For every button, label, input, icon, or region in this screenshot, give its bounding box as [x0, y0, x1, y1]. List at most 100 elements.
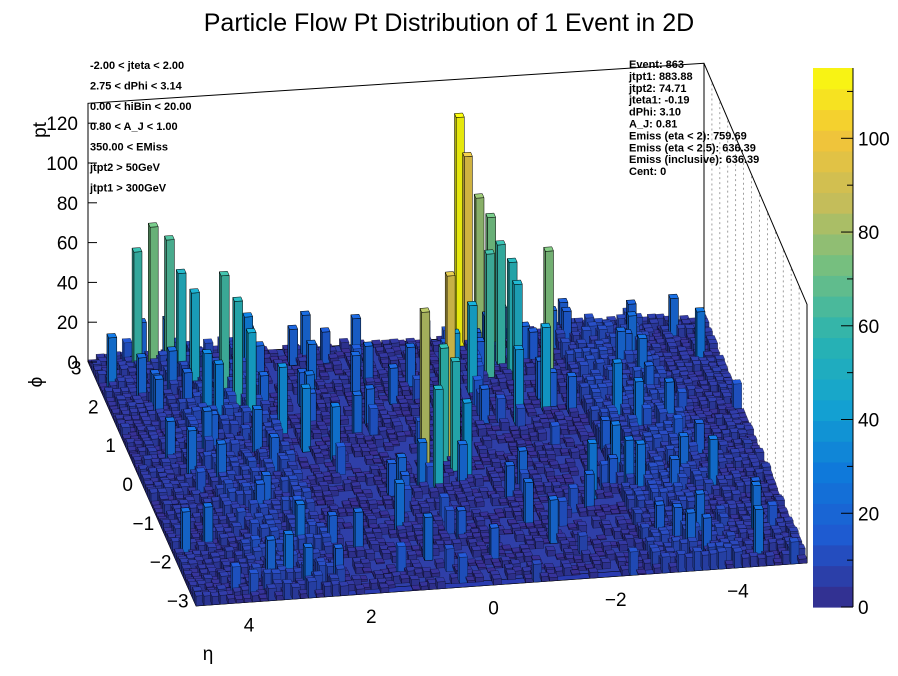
lego-bar [374, 558, 385, 565]
lego-bar [660, 552, 671, 574]
palette-step [813, 461, 853, 484]
lego-bar [175, 268, 187, 378]
palette-step [813, 68, 853, 90]
lego-bar [505, 569, 516, 581]
lego-bar [731, 379, 742, 412]
palette-step [813, 565, 853, 587]
lego-bar [567, 523, 578, 531]
palette-step [813, 544, 853, 567]
lego-bar [362, 567, 373, 574]
z-tick-label: 40 [57, 273, 78, 294]
lego-bar [131, 247, 143, 372]
lego-bar [342, 522, 353, 529]
lego-bar [753, 504, 764, 559]
palette-step [813, 524, 853, 546]
palette-step [813, 254, 853, 276]
lego-bar [557, 496, 568, 527]
lego-bar [297, 356, 308, 370]
lego-bar [484, 249, 495, 378]
y-tick-label: −3 [167, 592, 189, 613]
event-info-text: Emiss (eta < 2): 759.69 [629, 130, 747, 142]
lego-bar [299, 462, 310, 470]
lego-bar [531, 559, 542, 583]
lego-bar [525, 362, 536, 376]
lego-bar [476, 424, 487, 437]
lego-bar [306, 577, 317, 599]
cut-text: 0.00 < hiBin < 20.00 [90, 101, 192, 113]
lego-bar [355, 472, 366, 483]
lego-bar [471, 545, 482, 558]
event-info-text: dPhi: 3.10 [629, 107, 681, 119]
lego-bar [466, 558, 477, 567]
lego-bar [287, 324, 299, 366]
palette-step [813, 378, 853, 401]
lego-bar [474, 497, 485, 508]
lego-bar [568, 407, 579, 418]
lego-bar [591, 515, 602, 529]
lego-bar [339, 338, 350, 350]
y-tick-label: 0 [122, 475, 133, 496]
lego-bar [569, 447, 580, 460]
lego-bar [797, 554, 808, 564]
lego-bar [106, 333, 118, 391]
event-info-text: jtpt2: 74.71 [628, 83, 686, 95]
palette-step [813, 130, 853, 152]
lego-bar [350, 351, 361, 396]
z-tick-label: 80 [57, 194, 78, 215]
lego-bar [564, 477, 575, 485]
lego-bar [428, 487, 439, 498]
lego-bar [422, 512, 434, 561]
lego-bar [343, 405, 354, 417]
lego-bar [309, 464, 320, 473]
lego-bar [319, 371, 330, 381]
lego-bar [323, 496, 334, 506]
z-tick-label: 60 [57, 234, 78, 255]
cut-text: 2.75 < dPhi < 3.14 [90, 80, 183, 92]
lego-bar [540, 322, 552, 412]
lego-bar [354, 584, 365, 595]
y-tick-label: −2 [150, 553, 172, 574]
lego-bar [383, 441, 394, 452]
lego-bar [514, 530, 525, 542]
z-tick-label: 100 [46, 154, 78, 175]
lego-bar [429, 568, 441, 578]
lego-bar [480, 457, 492, 466]
palette-step [813, 109, 853, 131]
lego-bar [547, 572, 558, 582]
lego-bar [495, 240, 506, 365]
lego-bar [558, 463, 569, 473]
lego-bar [570, 569, 581, 576]
cut-text: jtpt2 > 50GeV [89, 162, 161, 174]
color-palette: 0 20 40 60 80 100 [813, 68, 890, 619]
y-tick-label: 2 [88, 397, 99, 418]
event-info-text: Cent: 0 [629, 166, 666, 178]
palette-step [813, 503, 853, 525]
lego-bar [331, 360, 342, 372]
lego-bar [504, 436, 515, 443]
x-tick-label: −4 [727, 581, 749, 602]
event-info-text: Emiss (inclusive): 636.39 [629, 154, 759, 166]
lego-bar [333, 369, 344, 376]
palette-tick-label: 60 [858, 317, 879, 338]
lego-bar [351, 390, 363, 437]
cut-list: -2.00 < jteta < 2.00 2.75 < dPhi < 3.14 0.… [89, 60, 192, 194]
lego-bar [588, 567, 599, 579]
lego-bar [335, 442, 346, 476]
lego-bar [544, 467, 555, 478]
lego-bars [87, 112, 808, 607]
palette-step [813, 420, 853, 442]
palette-step [813, 316, 853, 339]
lego-bar [566, 372, 578, 414]
lego-bar [147, 222, 159, 371]
palette-step [813, 233, 853, 256]
lego-bar [668, 293, 679, 341]
z-tick-label: 20 [57, 313, 78, 334]
palette-tick-label: 20 [858, 504, 879, 525]
lego-bar [432, 384, 444, 490]
lego-bar [300, 383, 312, 453]
palette-step [813, 171, 853, 193]
palette-step [813, 213, 853, 235]
palette-tick-label: 80 [858, 223, 879, 244]
